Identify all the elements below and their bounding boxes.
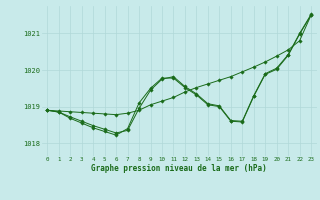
X-axis label: Graphe pression niveau de la mer (hPa): Graphe pression niveau de la mer (hPa) <box>91 164 267 173</box>
